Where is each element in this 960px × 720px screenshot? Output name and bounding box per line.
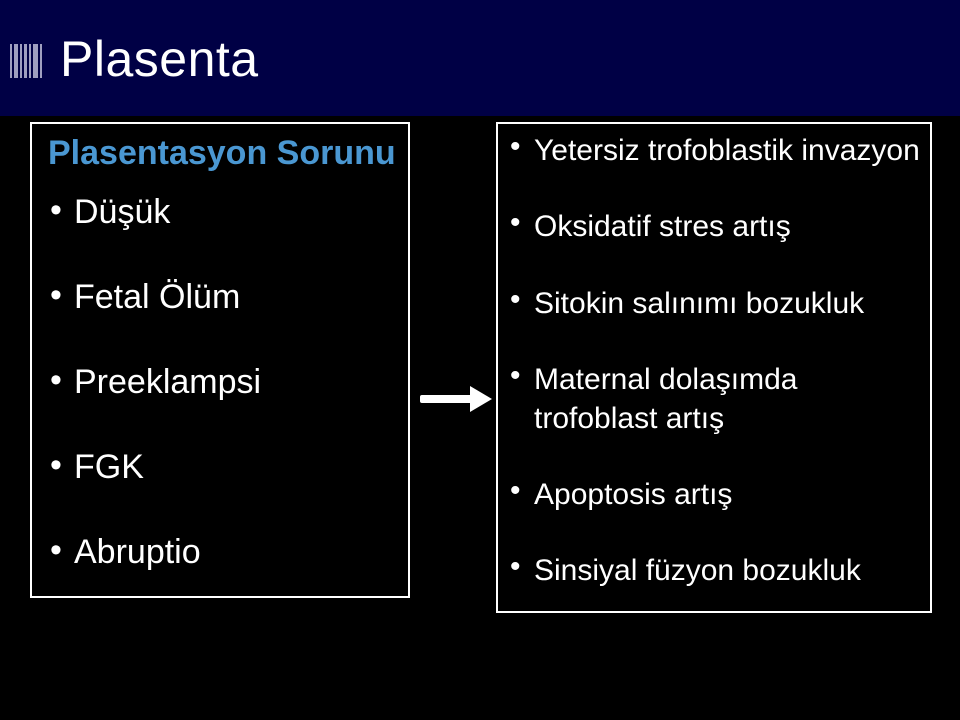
list-item: Oksidatif stres artış — [508, 208, 922, 246]
list-item: FGK — [46, 448, 398, 487]
list-item: Sitokin salınımı bozukluk — [508, 285, 922, 323]
left-list: Düşük Fetal Ölüm Preeklampsi FGK Abrupti… — [42, 193, 398, 572]
list-item: Maternal dolaşımda trofoblast artış — [508, 361, 922, 438]
left-heading: Plasentasyon Sorunu — [48, 134, 398, 173]
right-list: Yetersiz trofoblastik invazyon Oksidatif… — [506, 132, 922, 591]
list-item: Sinsiyal füzyon bozukluk — [508, 552, 922, 590]
list-item: Abruptio — [46, 533, 398, 572]
list-item: Fetal Ölüm — [46, 278, 398, 317]
list-item: Apoptosis artış — [508, 476, 922, 514]
arrow-icon — [420, 386, 494, 412]
list-item: Yetersiz trofoblastik invazyon — [508, 132, 922, 170]
barcode-icon — [10, 44, 48, 78]
slide: Plasenta Plasentasyon Sorunu Düşük Fetal… — [0, 0, 960, 720]
left-panel: Plasentasyon Sorunu Düşük Fetal Ölüm Pre… — [30, 122, 410, 598]
list-item: Düşük — [46, 193, 398, 232]
list-item: Preeklampsi — [46, 363, 398, 402]
right-panel: Yetersiz trofoblastik invazyon Oksidatif… — [496, 122, 932, 613]
slide-title: Plasenta — [60, 30, 259, 88]
